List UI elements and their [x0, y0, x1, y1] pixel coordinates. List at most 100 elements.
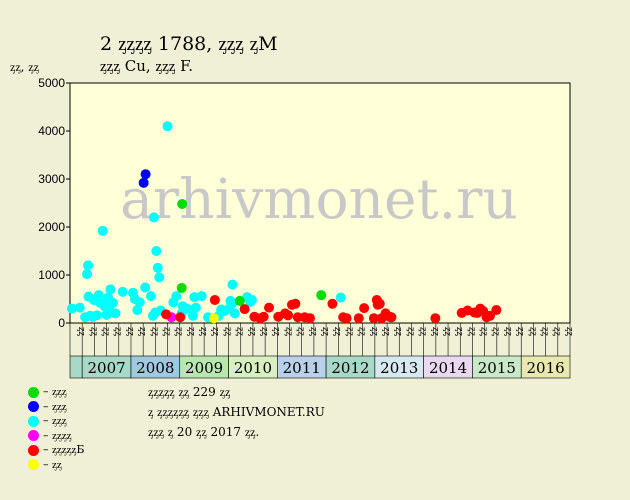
data-point [145, 291, 156, 302]
data-point [290, 298, 301, 309]
data-point [66, 303, 77, 314]
x-quarter-label: ᶎᶎ [466, 327, 476, 337]
legend-marker [28, 415, 39, 427]
note-date: ᶎᶎᶎ ᶎ 20 ᶎᶎ 2017 ᶎᶎ. [148, 425, 260, 439]
x-quarter-label: ᶎᶎ [161, 327, 171, 337]
data-point [335, 292, 346, 303]
x-quarter-label: ᶎᶎ [88, 327, 98, 337]
chart-subtitle: ᶎᶎᶎ Cu, ᶎᶎᶎ F. [100, 57, 193, 75]
data-point [327, 298, 338, 309]
legend-marker [28, 386, 39, 398]
data-point [97, 225, 108, 236]
data-point [117, 286, 128, 297]
legend-label: – ᶎᶎᶎ [43, 399, 67, 413]
data-point [283, 310, 294, 321]
legend-label: – ᶎᶎᶎ [43, 414, 67, 427]
note-count: ᶎᶎᶎᶎᶎ ᶎᶎ 229 ᶎᶎ [148, 385, 231, 399]
x-quarter-label: ᶎᶎ [259, 327, 269, 337]
data-point [177, 198, 188, 209]
x-quarter-label: ᶎᶎ [283, 327, 293, 337]
y-axis: 0 1000 2000 3000 4000 5000 [38, 76, 70, 330]
year-label: 2011 [283, 359, 321, 377]
data-point [208, 313, 219, 324]
y-tick-label: 4000 [38, 124, 65, 138]
data-point [138, 177, 149, 188]
legend-item: – ᶎᶎᶎ [28, 414, 67, 427]
x-quarter-label: ᶎᶎ [357, 327, 367, 337]
legend-marker [28, 401, 39, 412]
data-point [105, 284, 116, 295]
data-point [162, 121, 173, 132]
x-quarter-label: ᶎᶎ [332, 327, 342, 337]
x-quarter-label: ᶎᶎ [174, 327, 184, 337]
x-quarter-label: ᶎᶎ [418, 327, 428, 337]
year-label: 2010 [234, 359, 272, 377]
x-quarter-label: ᶎᶎ [381, 327, 391, 337]
legend-label: – ᶎᶎᶎᶎᶎБ [43, 443, 85, 456]
x-quarter-label: ᶎᶎ [479, 327, 489, 337]
x-quarter-label: ᶎᶎ [198, 327, 208, 337]
data-point [485, 310, 495, 321]
data-point [177, 301, 188, 312]
legend-marker [28, 430, 39, 441]
y-axis-unit: ᶎᶎ, ᶎᶎ [10, 60, 39, 74]
data-point [341, 313, 352, 324]
legend-marker [28, 444, 39, 456]
year-label: 2009 [185, 359, 223, 377]
data-point [209, 294, 220, 305]
x-quarter-label: ᶎᶎ [527, 327, 537, 337]
x-quarter-label: ᶎᶎ [454, 327, 464, 337]
data-point [316, 290, 327, 301]
data-point [239, 304, 250, 315]
data-point [258, 311, 269, 322]
x-quarter-label: ᶎᶎ [296, 327, 306, 337]
data-point [176, 282, 187, 293]
legend-label: – ᶎᶎ [43, 457, 62, 471]
x-quarter-label: ᶎᶎ [515, 327, 525, 337]
y-tick-label: 1000 [38, 268, 65, 282]
x-quarter-label: ᶎᶎ [149, 327, 159, 337]
x-quarter-label: ᶎᶎ [271, 327, 281, 337]
data-point [386, 312, 397, 323]
chart-title: 2 ᶎᶎᶎᶎ 1788, ᶎᶎᶎ ᶎМ [100, 33, 278, 55]
x-quarter-label: ᶎᶎ [247, 327, 257, 337]
data-point [491, 305, 502, 316]
legend-label: – ᶎᶎᶎᶎ [43, 428, 72, 442]
x-quarter-label: ᶎᶎ [235, 327, 245, 337]
data-point [190, 302, 201, 313]
year-label: 2008 [136, 359, 174, 377]
year-label: 2014 [429, 359, 467, 377]
y-tick-label: 0 [58, 316, 65, 330]
data-point [151, 246, 162, 256]
data-point [152, 262, 163, 273]
data-point [175, 312, 186, 323]
x-quarter-label: ᶎᶎ [491, 327, 501, 337]
y-tick-label: 5000 [38, 76, 65, 90]
data-point [140, 169, 151, 180]
data-point [148, 212, 159, 223]
data-point [154, 272, 165, 283]
x-quarter-label: ᶎᶎ [308, 327, 318, 337]
x-quarter-label: ᶎᶎ [125, 327, 135, 337]
x-quarter-label: ᶎᶎ [552, 327, 562, 337]
year-band [520, 355, 571, 379]
data-point [140, 282, 151, 293]
x-quarter-label: ᶎᶎ [369, 327, 379, 337]
data-point [150, 307, 161, 318]
legend-item: – ᶎᶎ [28, 458, 62, 471]
data-point [83, 260, 94, 271]
data-point [229, 308, 240, 319]
data-point [91, 310, 102, 321]
legend-item: – ᶎᶎᶎ [28, 385, 67, 398]
x-axis: ᶎᶎ ᶎᶎ ᶎᶎ ᶎᶎ ᶎᶎ ᶎᶎ ᶎᶎ ᶎᶎ ᶎᶎ ᶎᶎ ᶎᶎ ᶎᶎ ᶎᶎ ᶎᶎ ᶎᶎ ᶎᶎ ᶎᶎ ᶎᶎ ᶎᶎ ᶎᶎ… [69, 323, 574, 379]
x-quarter-label: ᶎᶎ [393, 327, 403, 337]
data-point [74, 302, 85, 313]
x-quarter-label: ᶎᶎ [186, 327, 196, 337]
x-quarter-label: ᶎᶎ [344, 327, 354, 337]
data-point [430, 313, 441, 324]
data-point [359, 303, 370, 314]
data-point [374, 298, 385, 309]
legend-item: – ᶎᶎᶎᶎᶎБ [28, 443, 85, 456]
watermark: arhivmonet.ru [120, 167, 518, 231]
data-point [353, 313, 364, 324]
